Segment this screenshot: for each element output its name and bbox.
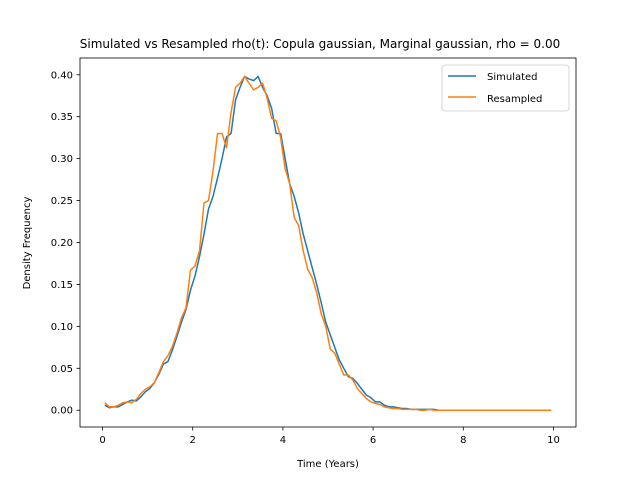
- x-tick-label: 0: [99, 435, 105, 446]
- legend-label-simulated: Simulated: [487, 72, 538, 83]
- y-tick-label: 0.20: [51, 238, 73, 249]
- x-tick-label: 8: [460, 435, 466, 446]
- chart-title: Simulated vs Resampled rho(t): Copula ga…: [80, 37, 560, 51]
- x-tick-label: 10: [547, 435, 560, 446]
- y-tick-label: 0.35: [51, 112, 73, 123]
- series-layer: [104, 75, 552, 411]
- y-axis-ticks: 0.00 0.05 0.10 0.15 0.20 0.25 0.30 0.35 0.40: [51, 70, 80, 417]
- x-tick-label: 4: [280, 435, 286, 446]
- y-tick-label: 0.40: [51, 70, 73, 81]
- y-tick-label: 0.15: [51, 280, 73, 291]
- legend-label-resampled: Resampled: [487, 94, 542, 105]
- y-tick-label: 0.00: [51, 406, 73, 417]
- y-axis-label: Density Frequency: [22, 196, 33, 289]
- x-axis-ticks: 0 2 4 6 8 10: [99, 427, 560, 446]
- legend: Simulated Resampled: [441, 64, 570, 112]
- x-tick-label: 2: [190, 435, 196, 446]
- y-tick-label: 0.05: [51, 364, 73, 375]
- series-line-resampled: [104, 75, 552, 411]
- x-tick-label: 6: [370, 435, 376, 446]
- y-tick-label: 0.25: [51, 196, 73, 207]
- y-tick-label: 0.30: [51, 154, 73, 165]
- x-axis-label: Time (Years): [296, 459, 359, 470]
- y-tick-label: 0.10: [51, 322, 73, 333]
